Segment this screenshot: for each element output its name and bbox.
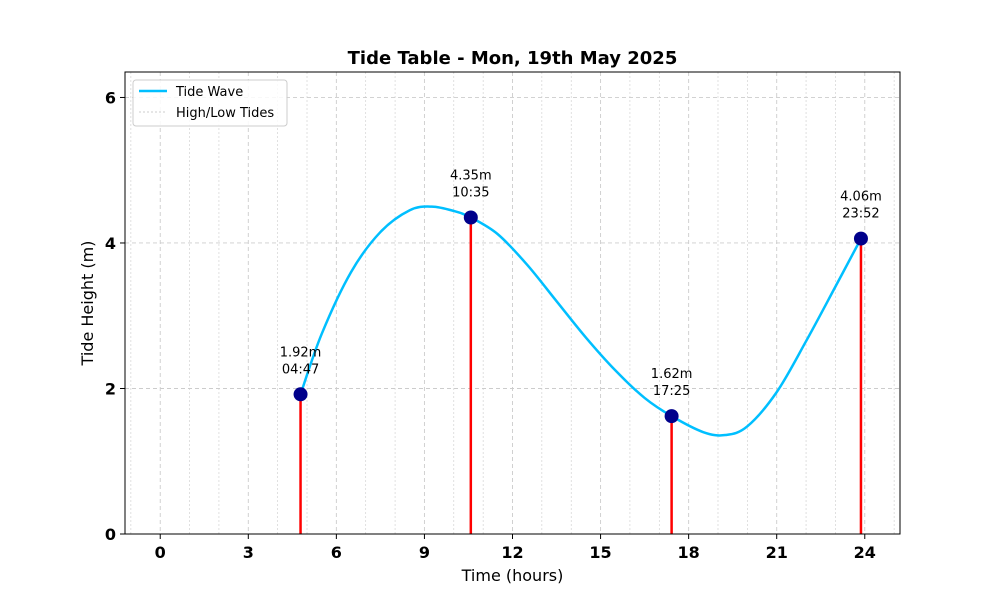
legend: Tide Wave High/Low Tides bbox=[132, 79, 288, 127]
tide-height-label: 4.06m bbox=[840, 190, 882, 205]
tide-height-label: 4.35m bbox=[450, 169, 492, 184]
grid bbox=[125, 72, 900, 535]
chart-title: Tide Table - Mon, 19th May 2025 bbox=[348, 48, 678, 69]
y-axis-label: Tide Height (m) bbox=[78, 241, 97, 367]
tide-time-label: 04:47 bbox=[282, 362, 319, 377]
x-axis-label: Time (hours) bbox=[461, 566, 564, 585]
tide-annotations: 1.92m 04:47 4.35m 10:35 1.62m 17:25 4.06m 23:52 bbox=[280, 169, 882, 400]
x-tick-label: 21 bbox=[766, 543, 788, 562]
legend-high-low-tides: High/Low Tides bbox=[176, 106, 274, 121]
tide-point-marker bbox=[293, 387, 308, 402]
x-tick-label: 6 bbox=[331, 543, 342, 562]
x-tick-label: 12 bbox=[501, 543, 523, 562]
tide-wave-line bbox=[299, 205, 863, 437]
tide-height-label: 1.62m bbox=[651, 367, 693, 382]
x-tick-label: 15 bbox=[589, 543, 611, 562]
x-tick-label: 0 bbox=[155, 543, 166, 562]
x-tick-label: 3 bbox=[243, 543, 254, 562]
tide-wave-series bbox=[299, 205, 863, 437]
y-tick-label: 4 bbox=[105, 234, 116, 253]
x-tick-label: 9 bbox=[419, 543, 430, 562]
tide-point-marker bbox=[853, 231, 868, 246]
tide-time-label: 10:35 bbox=[452, 186, 489, 201]
tide-time-label: 23:52 bbox=[842, 207, 879, 222]
tide-point-marker bbox=[463, 210, 478, 225]
y-tick-label: 6 bbox=[105, 88, 116, 107]
tide-markers bbox=[293, 210, 868, 424]
legend-tide-wave: Tide Wave bbox=[175, 85, 243, 100]
y-tick-label: 2 bbox=[105, 379, 116, 398]
x-tick-label: 18 bbox=[678, 543, 700, 562]
legend-box bbox=[132, 79, 288, 127]
tide-stems bbox=[299, 217, 863, 534]
tide-height-label: 1.92m bbox=[280, 345, 322, 360]
tide-time-label: 17:25 bbox=[653, 384, 690, 399]
x-tick-label: 24 bbox=[854, 543, 876, 562]
y-tick-label: 0 bbox=[105, 525, 116, 544]
tide-point-marker bbox=[664, 409, 679, 424]
